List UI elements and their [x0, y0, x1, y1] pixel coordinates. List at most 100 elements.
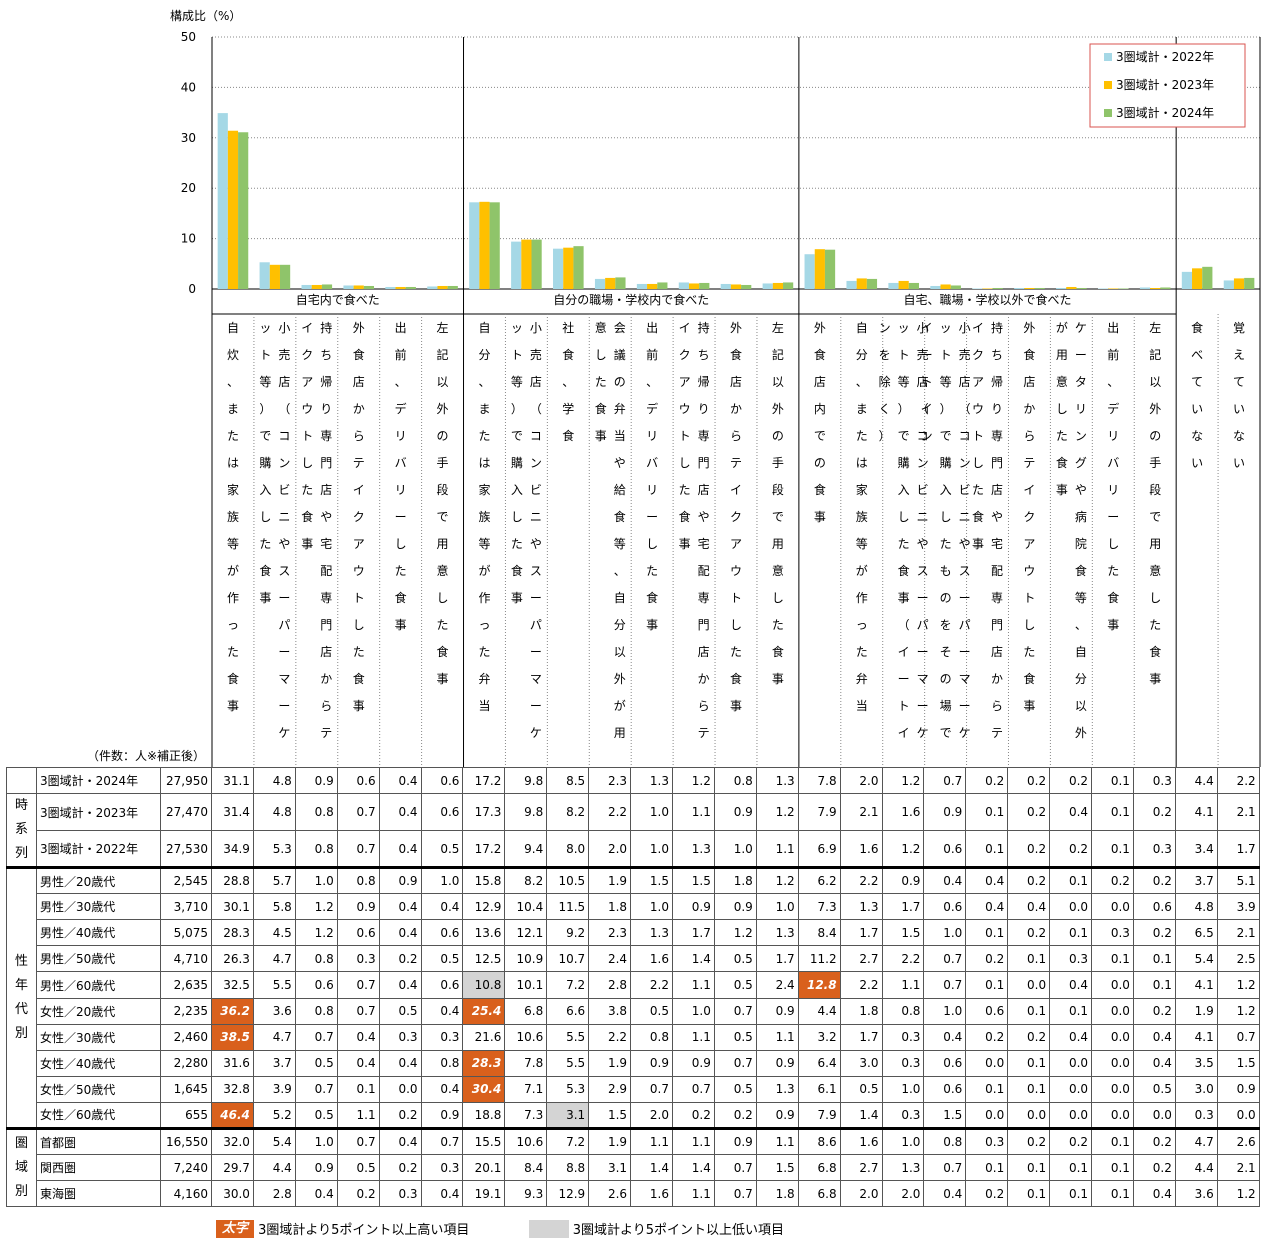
table-cell: 0.9 — [378, 866, 422, 895]
table-cell: 1.6 — [881, 793, 925, 832]
table-cell: 1.2 — [1216, 971, 1260, 999]
table-cell: 0.1 — [965, 919, 1009, 947]
table-cell: 1.1 — [671, 1023, 715, 1051]
table-cell: 0.4 — [336, 1049, 380, 1077]
data-table: 3圏域計・2024年 27,950 31.1 4.8 0.9 0.6 0.4 0.6 17.2 9… — [6, 766, 1260, 1208]
table-cell: 0.7 — [1216, 1023, 1260, 1051]
table-cell: 0.1 — [1091, 1180, 1134, 1208]
table-cell: 1.0 — [881, 1075, 925, 1103]
table-cell: 6.8 — [797, 1180, 841, 1208]
table-cell: 0.7 — [713, 1180, 757, 1208]
table-cell: 1.0 — [881, 1127, 925, 1156]
table-cell: 6.2 — [797, 866, 841, 895]
row-group-label: 圏域別 — [6, 1127, 37, 1208]
table-cell: 0.6 — [923, 893, 967, 921]
bar — [405, 286, 416, 289]
table-cell: 1.0 — [713, 830, 757, 869]
table-cell: 0.2 — [965, 1180, 1009, 1208]
bar — [898, 280, 909, 289]
table-row: 女性／20歳代 2,235 36.2 3.6 0.8 0.7 0.5 0.4 25.4 6.8 6.… — [7, 997, 1260, 1025]
table-cell: 1.7 — [755, 945, 799, 973]
table-cell: 10.9 — [504, 945, 548, 973]
table-cell: 2.1 — [1216, 1154, 1260, 1182]
row-label: 女性／60歳代 — [36, 1101, 161, 1130]
bar — [1181, 271, 1193, 289]
table-cell: 12.1 — [504, 919, 548, 947]
hi-legend-text: 3圏域計より5ポイント以上高い項目 — [258, 1223, 470, 1238]
table-cell: 0.3 — [1049, 945, 1093, 973]
table-cell: 4.8 — [252, 793, 296, 832]
table-cell: 7.1 — [504, 1075, 548, 1103]
column-header: 外食店内での食事 — [814, 321, 826, 524]
table-cell: 0.3 — [1132, 830, 1176, 869]
table-cell: 4.1 — [1174, 1023, 1218, 1051]
row-count: 5,075 — [160, 919, 212, 947]
table-cell: 2.4 — [588, 945, 632, 973]
table-cell: 1.3 — [839, 893, 883, 921]
table-cell: 4.5 — [252, 919, 296, 947]
table-cell: 0.4 — [420, 893, 464, 921]
table-cell: 1.0 — [755, 893, 799, 921]
legend-swatch — [1104, 53, 1112, 61]
bar — [1150, 287, 1161, 289]
table-cell: 0.1 — [1132, 945, 1176, 973]
bar — [1118, 288, 1129, 289]
table-cell: 0.9 — [923, 793, 967, 832]
table-cell: 28.3 — [211, 919, 254, 947]
table-cell: 2.6 — [588, 1180, 632, 1208]
table-cell: 0.3 — [1091, 919, 1134, 947]
table-cell: 30.1 — [211, 893, 254, 921]
table-cell: 12.5 — [462, 945, 506, 973]
table-cell: 0.6 — [420, 971, 464, 999]
table-cell: 1.7 — [839, 919, 883, 947]
bar — [866, 278, 878, 289]
column-header: 自分、または家族等が作った弁当 — [478, 321, 490, 713]
column-header: 会議の弁当や給食等、自分以外が用意した食事 — [595, 320, 626, 740]
table-cell: 31.4 — [211, 793, 254, 832]
table-cell: 1.8 — [588, 893, 632, 921]
table-cell: 0.6 — [420, 766, 464, 795]
table-cell: 0.7 — [336, 971, 380, 999]
table-cell: 0.1 — [1049, 997, 1093, 1025]
table-cell: 0.2 — [1091, 866, 1134, 895]
table-cell: 0.0 — [1007, 1101, 1051, 1130]
table-row: 女性／50歳代 1,645 32.8 3.9 0.7 0.1 0.0 0.4 30.4 7.1 5.… — [7, 1075, 1260, 1103]
table-cell: 0.8 — [630, 1023, 673, 1051]
table-cell: 7.8 — [797, 766, 841, 795]
row-label: 男性／40歳代 — [36, 919, 161, 947]
bar — [930, 285, 941, 289]
table-cell: 3.0 — [1174, 1075, 1218, 1103]
table-cell: 5.8 — [252, 893, 296, 921]
bar — [1076, 287, 1087, 289]
table-cell: 0.7 — [630, 1075, 673, 1103]
bar — [814, 249, 825, 289]
table-cell: 0.2 — [965, 1023, 1009, 1051]
bar — [972, 288, 983, 289]
bar — [804, 254, 815, 289]
table-cell: 1.0 — [671, 997, 715, 1025]
row-label: 女性／40歳代 — [36, 1049, 161, 1077]
y-tick-label: 50 — [181, 30, 196, 44]
table-cell: 2.3 — [588, 766, 632, 795]
table-cell: 0.0 — [1091, 1023, 1134, 1051]
table-cell: 0.4 — [1049, 1023, 1093, 1051]
table-cell: 2.1 — [1216, 793, 1260, 832]
row-label: 男性／30歳代 — [36, 893, 161, 921]
table-cell: 1.9 — [588, 866, 632, 895]
bar — [489, 202, 500, 289]
row-count: 2,235 — [160, 997, 212, 1025]
column-header: ケータリングや病院食等、自分以外が用意した食事 — [1056, 320, 1087, 740]
table-cell: 2.2 — [630, 971, 673, 999]
bar — [311, 284, 322, 289]
y-tick-label: 20 — [181, 181, 196, 195]
table-cell: 18.8 — [462, 1101, 506, 1130]
table-cell: 0.5 — [294, 1101, 338, 1130]
bar — [1014, 287, 1025, 289]
table-cell: 1.7 — [881, 893, 925, 921]
table-row: 圏域別首都圏 16,550 32.0 5.4 1.0 0.7 0.4 0.7 15.5 10.6 7… — [6, 1127, 1260, 1208]
table-cell: 11.2 — [797, 945, 841, 973]
table-cell: 1.8 — [713, 866, 757, 895]
table-cell: 0.6 — [420, 919, 464, 947]
table-cell: 5.1 — [1216, 866, 1260, 895]
table-row: 関西圏 7,240 29.7 4.4 0.9 0.5 0.2 0.3 20.1 8.4 8.8 3.1… — [7, 1154, 1260, 1182]
